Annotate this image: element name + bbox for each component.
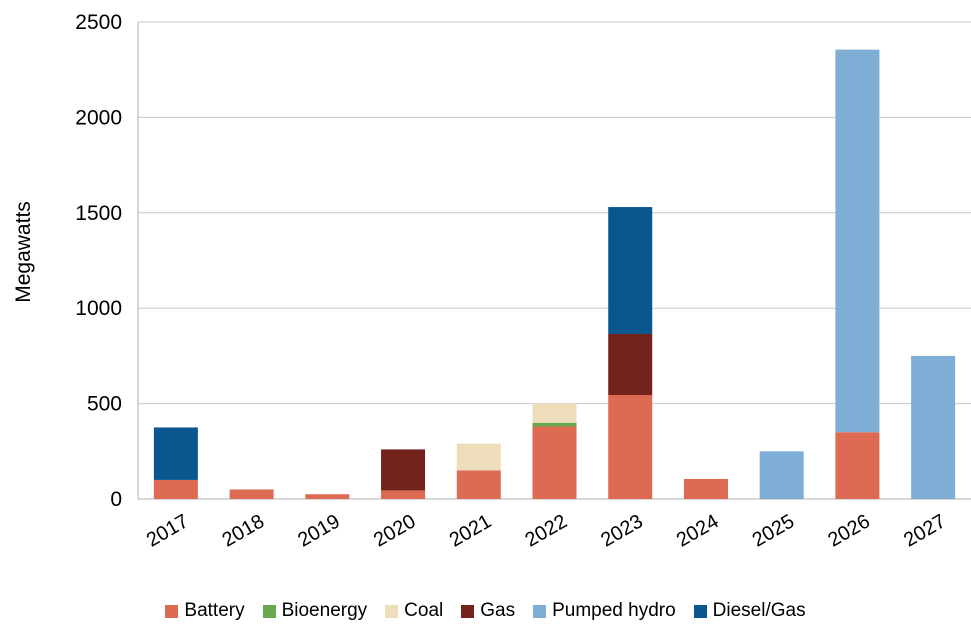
bar-segment-coal-2022 (532, 403, 577, 423)
x-tick-label: 2023 (597, 510, 647, 551)
bar-segment-bioenergy-2022 (532, 422, 577, 427)
y-tick-label: 500 (87, 393, 122, 416)
y-tick-label: 2000 (75, 106, 122, 129)
bar-segment-battery-2026 (835, 432, 880, 499)
x-tick-labels: 2017 2018 2019 2020 2021 2022 2023 2024 2025 2026… (143, 510, 950, 551)
bar-segment-diesel-gas-2017 (153, 427, 198, 480)
bar-segment-battery-2018 (229, 489, 274, 499)
x-tick-label: 2018 (219, 510, 269, 551)
legend-swatch (693, 604, 707, 618)
y-tick-label: 1000 (75, 297, 122, 320)
legend-swatch (385, 604, 399, 618)
bar-segment-pumped-hydro-2025 (759, 451, 804, 499)
bars (153, 49, 956, 499)
legend-swatch (533, 604, 547, 618)
x-tick-label: 2022 (521, 510, 571, 551)
legend-item: Coal (385, 600, 443, 622)
bar-segment-battery-2022 (532, 426, 577, 499)
y-tick-label: 1500 (75, 202, 122, 225)
legend-label: Bioenergy (281, 600, 368, 621)
x-tick-label: 2017 (143, 510, 193, 551)
stacked-bar-chart: 0 500 1000 1500 2000 2500 2017 2018 2019 2020 202… (12, 11, 971, 552)
x-tick-label: 2024 (673, 510, 723, 551)
legend-item: Diesel/Gas (693, 600, 806, 622)
legend-item: Battery (165, 600, 245, 622)
bar-segment-gas-2020 (381, 449, 426, 491)
x-tick-label: 2027 (900, 510, 950, 551)
bar-segment-battery-2024 (683, 478, 728, 499)
legend-label: Battery (184, 600, 245, 621)
legend-swatch (165, 604, 179, 618)
bar-segment-pumped-hydro-2027 (911, 355, 956, 499)
gridlines (137, 21, 971, 500)
legend-label: Pumped hydro (552, 600, 676, 621)
bar-segment-battery-2023 (608, 395, 653, 499)
bar-segment-gas-2023 (608, 333, 653, 396)
bar-segment-battery-2021 (456, 470, 501, 499)
legend-label: Diesel/Gas (712, 600, 806, 621)
y-tick-label: 0 (110, 488, 122, 511)
y-tick-label: 2500 (75, 11, 122, 34)
bar-segment-diesel-gas-2023 (608, 207, 653, 334)
legend-swatch (262, 604, 276, 618)
legend-swatch (461, 604, 475, 618)
legend: Battery Bioenergy Coal Gas Pumped hydro Diese… (0, 598, 971, 624)
y-tick-labels: 0 500 1000 1500 2000 2500 (75, 11, 122, 511)
y-axis-label: Megawatts (12, 201, 35, 303)
legend-item: Gas (461, 600, 515, 622)
x-tick-label: 2025 (749, 510, 799, 551)
legend-item: Pumped hydro (533, 600, 676, 622)
x-tick-label: 2026 (824, 510, 874, 551)
legend-label: Gas (480, 600, 516, 621)
bar-segment-battery-2019 (305, 494, 350, 499)
legend-item: Bioenergy (262, 600, 368, 622)
bar-segment-battery-2020 (381, 490, 426, 499)
bar-segment-battery-2017 (153, 479, 198, 499)
bar-segment-coal-2021 (456, 443, 501, 471)
x-tick-label: 2020 (370, 510, 420, 551)
x-tick-label: 2021 (446, 510, 496, 551)
x-tick-label: 2019 (294, 510, 344, 551)
legend-label: Coal (404, 600, 444, 621)
bar-segment-pumped-hydro-2026 (835, 49, 880, 433)
